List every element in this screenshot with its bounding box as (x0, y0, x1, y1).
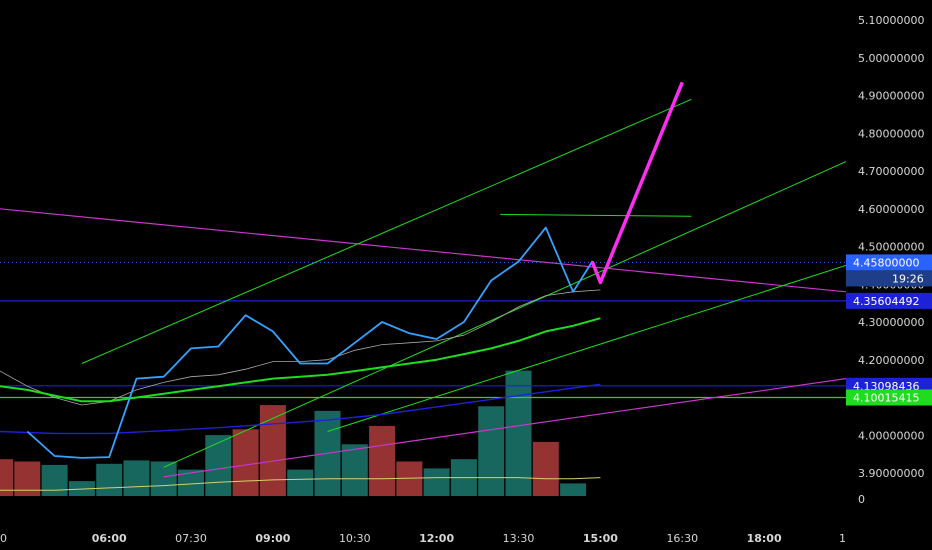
magenta-trend-line-up[interactable] (163, 378, 846, 478)
volume-bar-1 (14, 461, 41, 496)
magenta-trend-line-down[interactable] (0, 208, 846, 293)
volume-bar-8 (205, 435, 232, 496)
gray-moving-average (0, 289, 601, 406)
volume-ma-line (0, 477, 601, 491)
time-tick-label: 13:30 (503, 532, 535, 545)
green-trend-line-3[interactable] (500, 213, 692, 217)
time-tick-label: 0 (0, 532, 7, 545)
green-trend-line-0[interactable] (81, 98, 692, 364)
green-moving-average (0, 317, 601, 403)
price-tag-bg-0 (846, 254, 932, 271)
countdown-bg (846, 270, 932, 287)
price-tag-label-1: 4.35604492 (853, 295, 919, 308)
volume-bar-11 (287, 469, 314, 496)
volume-bar-3 (68, 481, 95, 496)
price-tick-label: 4.50000000 (858, 241, 924, 254)
volume-bar-21 (560, 483, 587, 496)
price-tick-label: 4.20000000 (858, 354, 924, 367)
price-tag-label-0: 4.45800000 (853, 256, 919, 269)
price-tick-label: 5.10000000 (858, 14, 924, 27)
price-tick-label: 4.00000000 (858, 429, 924, 442)
volume-bar-19 (505, 370, 532, 496)
time-tick-label: 15:00 (583, 532, 618, 545)
time-tick-label: 10:30 (339, 532, 371, 545)
time-tick-label: 16:30 (666, 532, 698, 545)
plot-area (0, 81, 847, 497)
volume-bar-5 (123, 460, 150, 496)
time-tick-label: 1 (839, 532, 846, 545)
volume-bar-16 (423, 468, 450, 496)
price-tag-bg-1 (846, 292, 932, 309)
time-tick-label: 12:00 (419, 532, 454, 545)
price-tick-label: 4.90000000 (858, 90, 924, 103)
time-tick-label: 07:30 (175, 532, 207, 545)
volume-bar-6 (150, 461, 177, 496)
price-tag-bg-3 (846, 389, 932, 406)
green-trend-line-2[interactable] (327, 264, 847, 432)
price-tick-label: 4.70000000 (858, 165, 924, 178)
price-tick-label: 4.60000000 (858, 203, 924, 216)
volume-bar-14 (369, 425, 396, 496)
volume-bar-9 (232, 429, 259, 496)
countdown-label: 19:26 (892, 272, 924, 285)
price-tick-label: 5.00000000 (858, 52, 924, 65)
volume-zero-label: 0 (858, 493, 865, 506)
volume-bar-2 (41, 464, 68, 496)
blue-moving-average (0, 383, 601, 435)
projection-arrow-line (590, 81, 684, 285)
volume-bar-10 (259, 405, 286, 496)
volume-bar-20 (532, 441, 559, 496)
volume-bar-13 (341, 444, 368, 497)
price-line (26, 226, 602, 459)
price-tick-label: 4.30000000 (858, 316, 924, 329)
time-tick-label: 18:00 (747, 532, 782, 545)
volume-bar-18 (478, 406, 505, 496)
volume-bar-7 (178, 469, 204, 496)
price-tick-label: 3.90000000 (858, 467, 924, 480)
volume-bar-0 (0, 459, 13, 496)
price-tag-label-3: 4.10015415 (853, 392, 919, 405)
time-tick-label: 09:00 (255, 532, 290, 545)
time-tick-label: 06:00 (92, 532, 127, 545)
price-tick-label: 4.80000000 (858, 127, 924, 140)
volume-bar-4 (96, 463, 123, 496)
